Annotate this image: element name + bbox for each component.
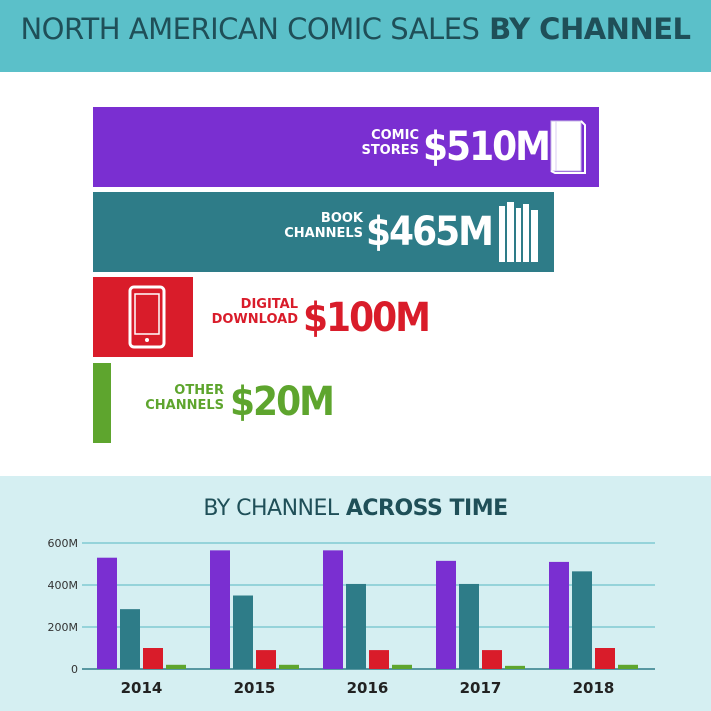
x-tick-label-2018: 2018 <box>573 679 615 697</box>
bar-2015-series-4 <box>279 664 299 669</box>
bar-2018-series-1 <box>549 561 569 669</box>
bar-2018-series-4 <box>618 664 638 669</box>
bar-2014-series-3 <box>143 648 163 669</box>
header-banner <box>0 0 711 72</box>
bar-book-channels-label-line1: BOOK <box>320 211 363 226</box>
bar-2017-series-3 <box>482 650 502 669</box>
bar-2018-series-2 <box>572 571 592 669</box>
bar-comic-stores-label: COMIC STORES <box>361 128 419 158</box>
tablet-icon <box>128 285 166 349</box>
bar-2017-series-1 <box>436 560 456 669</box>
bar-book-channels <box>93 192 554 272</box>
title-regular: NORTH AMERICAN COMIC SALES <box>20 12 480 46</box>
bar-other-channels-label-line1: OTHER <box>174 383 224 398</box>
bar-book-channels-label: BOOK CHANNELS <box>284 211 363 241</box>
channel-bars: COMIC STORES $510M BOOK CHANNELS $465M D… <box>0 72 711 472</box>
bar-2016-series-4 <box>392 664 412 669</box>
bar-2016-series-2 <box>346 583 366 669</box>
x-tick-label-2017: 2017 <box>460 679 502 697</box>
x-tick-label-2015: 2015 <box>234 679 276 697</box>
bar-2015-series-2 <box>233 595 253 669</box>
time-chart-title: BY CHANNEL ACROSS TIME <box>0 496 711 521</box>
x-tick-label-2016: 2016 <box>347 679 389 697</box>
bar-2014-series-1 <box>97 557 117 669</box>
bar-digital-download-label-line2: DOWNLOAD <box>211 312 298 327</box>
bar-comic-stores-label-line2: STORES <box>361 143 419 158</box>
bar-digital-download <box>93 277 193 357</box>
y-tick-label: 400M <box>48 579 79 592</box>
bar-digital-download-value: $100M <box>303 295 431 341</box>
bar-other-channels-label: OTHER CHANNELS <box>145 383 224 413</box>
bar-2017-series-4 <box>505 665 525 669</box>
bar-2016-series-3 <box>369 650 389 669</box>
time-chart: 0 200M 400M 600M 2014 2015 2016 2017 2018 <box>48 537 655 697</box>
time-chart-title-regular: BY CHANNEL <box>203 496 339 521</box>
bar-other-channels-label-line2: CHANNELS <box>145 398 224 413</box>
bar-comic-stores <box>93 107 599 187</box>
bar-book-channels-value: $465M <box>366 209 494 255</box>
books-stack-icon <box>499 202 538 262</box>
bar-2014-series-2 <box>120 609 140 669</box>
bar-2015-series-1 <box>210 550 230 669</box>
bar-comic-stores-value: $510M <box>423 124 551 170</box>
bar-2016-series-1 <box>323 550 343 669</box>
y-tick-label: 0 <box>71 663 78 676</box>
time-chart-title-bold: ACROSS TIME <box>345 496 508 521</box>
y-tick-label: 200M <box>48 621 79 634</box>
x-tick-label-2014: 2014 <box>121 679 163 697</box>
bar-2017-series-2 <box>459 583 479 669</box>
bar-other-channels <box>93 363 111 443</box>
bar-digital-download-label-line1: DIGITAL <box>240 297 298 312</box>
bar-digital-download-label: DIGITAL DOWNLOAD <box>212 297 298 327</box>
bar-other-channels-value: $20M <box>230 379 335 425</box>
bar-comic-stores-label-line1: COMIC <box>371 128 419 143</box>
bar-book-channels-label-line2: CHANNELS <box>284 226 363 241</box>
bar-2015-series-3 <box>256 650 276 669</box>
title-bold: BY CHANNEL <box>489 12 691 46</box>
bar-2018-series-3 <box>595 648 615 669</box>
y-tick-label: 600M <box>48 537 79 550</box>
page-title: NORTH AMERICAN COMIC SALES BY CHANNEL <box>0 12 711 46</box>
book-icon <box>550 120 586 174</box>
bar-2014-series-4 <box>166 664 186 669</box>
